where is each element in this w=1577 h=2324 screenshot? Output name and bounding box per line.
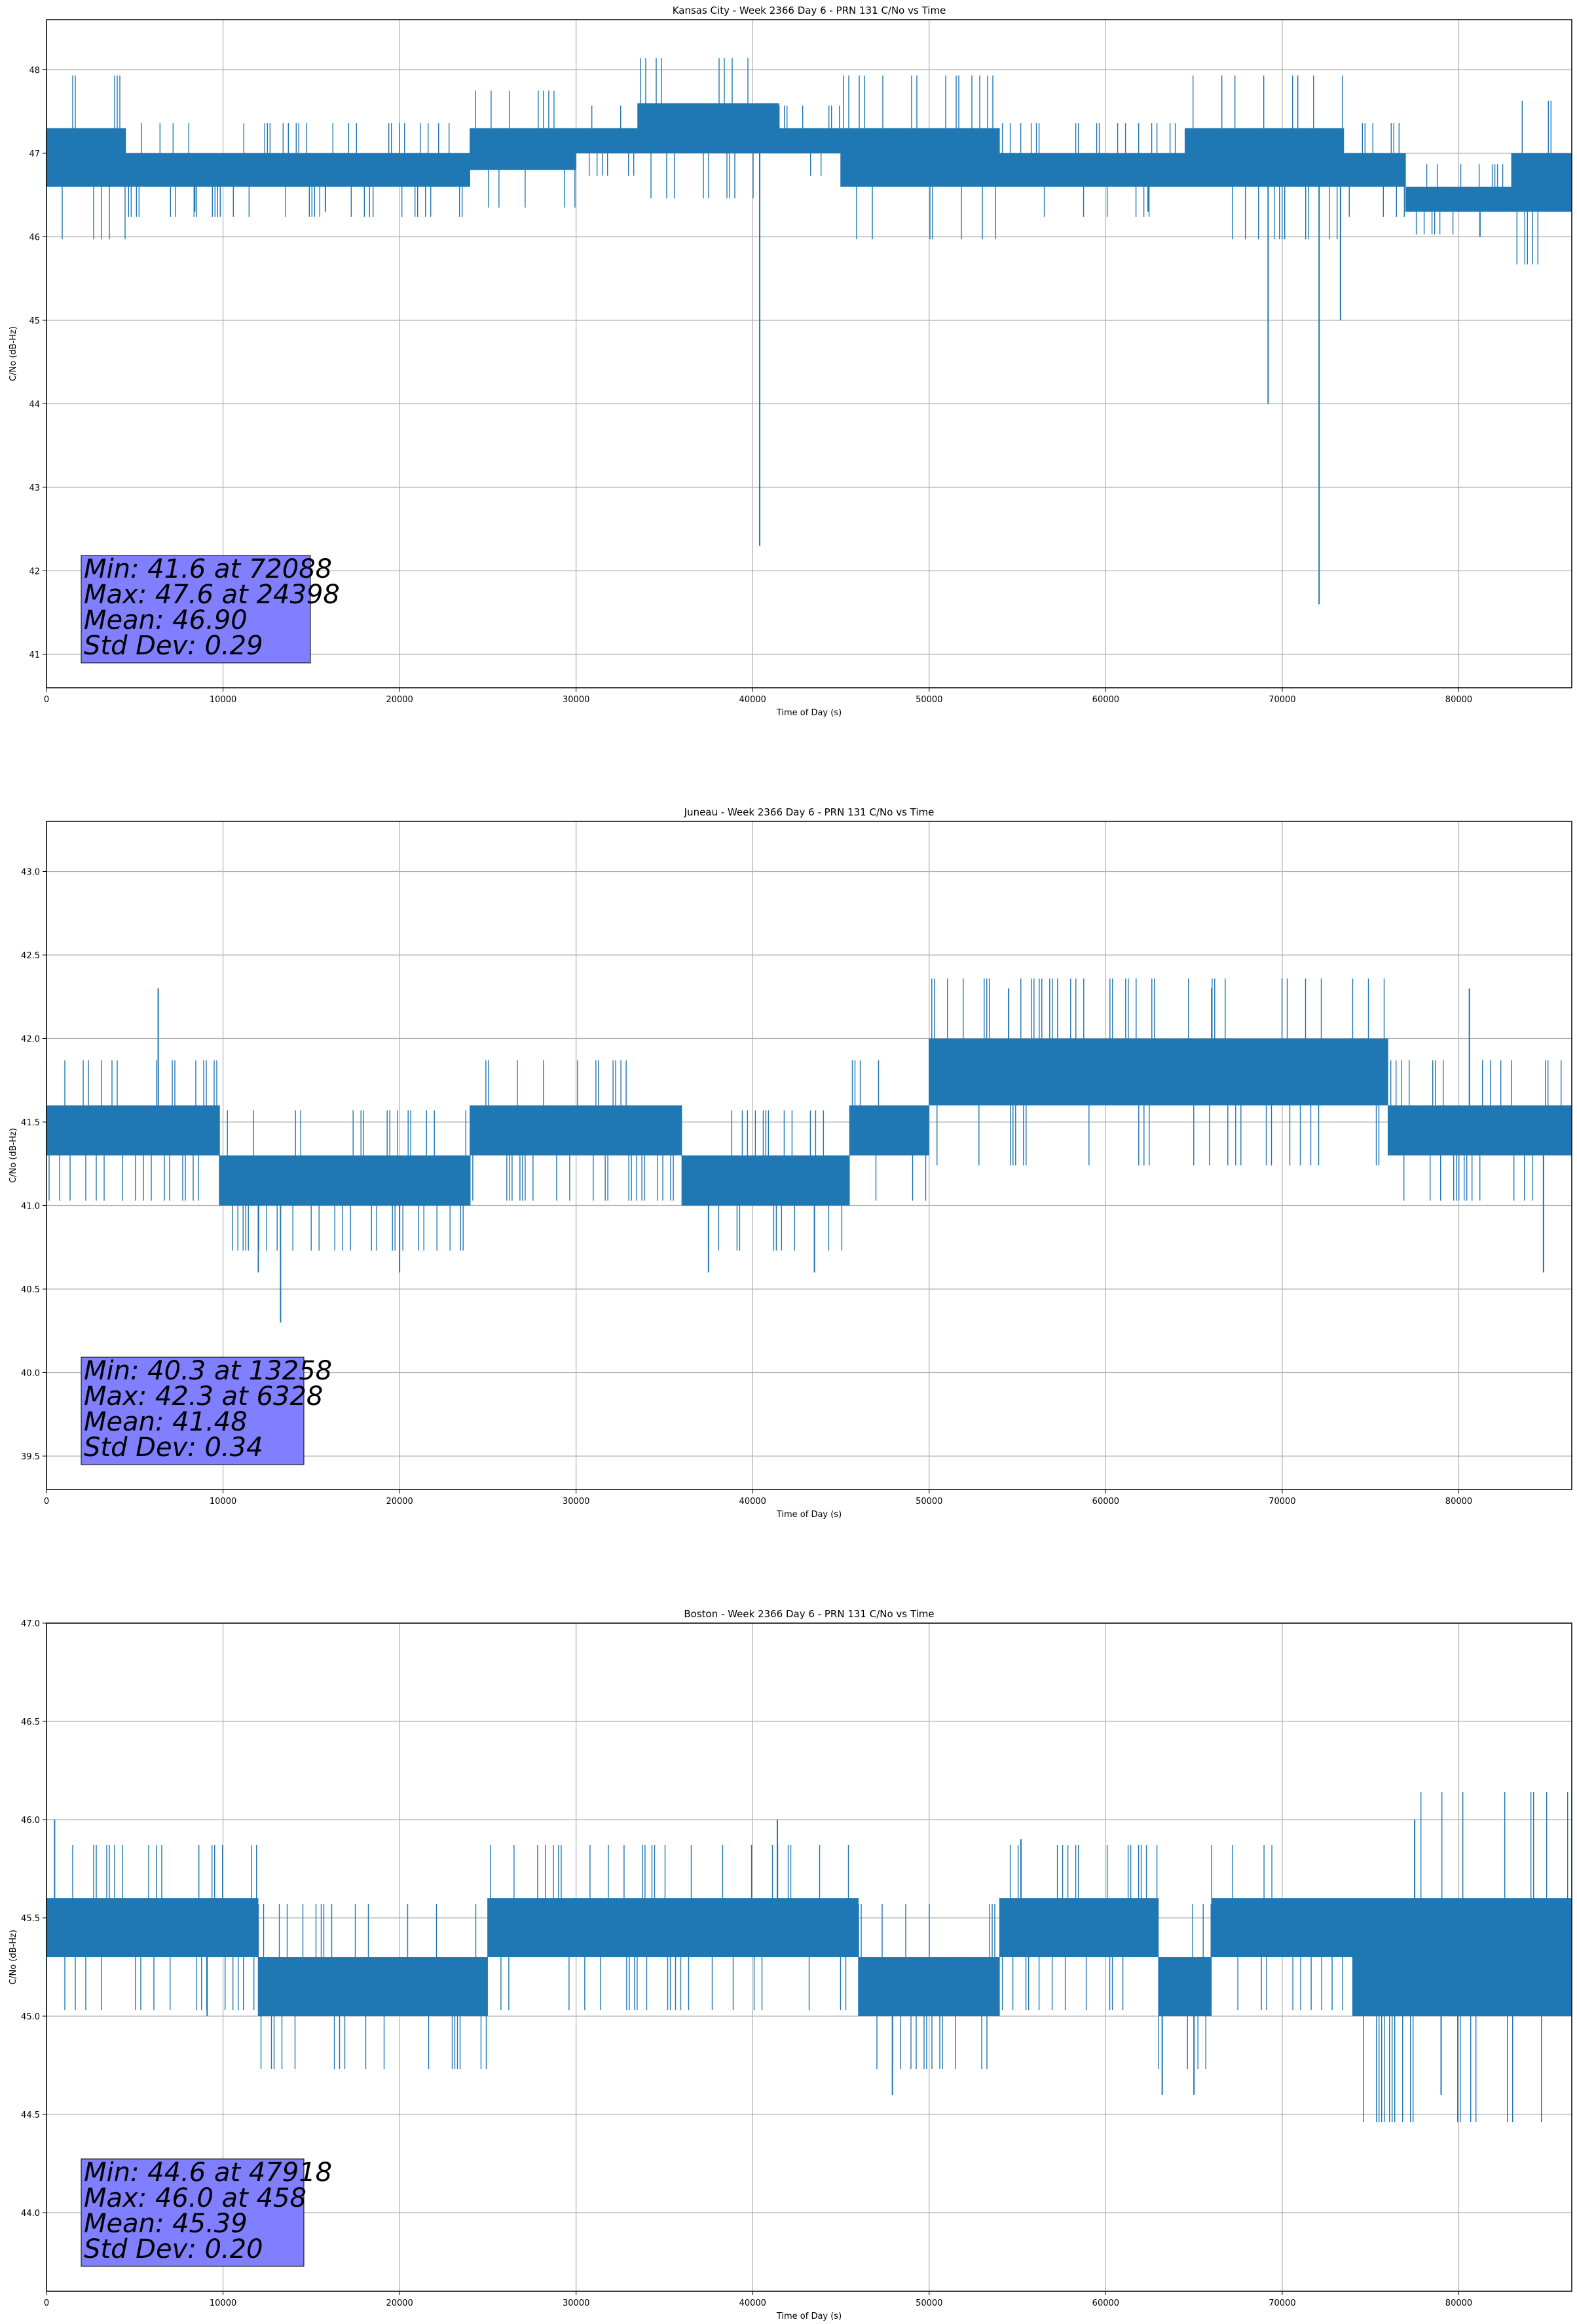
y-tick-label: 41.0 [21, 1202, 40, 1212]
y-tick-label: 41 [29, 650, 40, 660]
x-tick-label: 80000 [1445, 2298, 1472, 2308]
y-tick-label: 46.5 [21, 1717, 40, 1727]
y-axis-label: C/No (dB-Hz) [9, 1930, 18, 1985]
x-axis-label: Time of Day (s) [776, 2312, 842, 2321]
y-tick-label: 46 [29, 233, 40, 243]
y-tick-label: 40.0 [21, 1369, 40, 1379]
y-tick-label: 44.5 [21, 2110, 40, 2120]
x-tick-label: 80000 [1445, 1497, 1472, 1507]
chart-title: Kansas City - Week 2366 Day 6 - PRN 131 … [673, 5, 946, 16]
x-tick-label: 40000 [739, 2298, 766, 2308]
y-tick-label: 42.0 [21, 1035, 40, 1045]
x-tick-label: 30000 [563, 2298, 589, 2308]
axes-frame [46, 1622, 1572, 2292]
y-tick-label: 46.0 [21, 1816, 40, 1826]
x-tick-label: 40000 [739, 1497, 766, 1507]
x-tick-label: 10000 [210, 695, 236, 705]
stats-line: Mean: 46.90 [84, 605, 248, 635]
series-jitter [46, 978, 1562, 1251]
x-tick-label: 40000 [739, 695, 766, 705]
x-tick-label: 0 [44, 1497, 49, 1507]
stats-line: Std Dev: 0.34 [84, 1433, 263, 1463]
stats-line: Mean: 45.39 [84, 2209, 248, 2239]
x-tick-label: 70000 [1269, 1497, 1295, 1507]
x-axis-label: Time of Day (s) [776, 1510, 842, 1520]
axes-frame [46, 821, 1572, 1490]
stats-line: Min: 41.6 at 72088 [84, 554, 332, 584]
stats-line: Min: 44.6 at 47918 [84, 2158, 332, 2188]
x-tick-label: 50000 [916, 1497, 942, 1507]
x-tick-label: 60000 [1092, 2298, 1119, 2308]
y-tick-label: 44.0 [21, 2209, 40, 2219]
y-tick-label: 41.5 [21, 1118, 40, 1128]
chart-panel-2: 0 10000 20000 30000 40000 50000 60000 70000 8000… [9, 806, 1572, 1520]
y-tick-label: 45 [29, 316, 40, 326]
stats-line: Std Dev: 0.29 [84, 631, 263, 661]
stats-line: Max: 46.0 at 458 [84, 2183, 306, 2213]
y-tick-label: 43 [29, 483, 40, 493]
stats-line: Max: 42.3 at 6328 [84, 1381, 323, 1412]
x-tick-label: 80000 [1445, 695, 1472, 705]
x-tick-label: 30000 [563, 1497, 589, 1507]
stats-box [81, 2158, 305, 2267]
stats-box [81, 555, 311, 664]
x-tick-label: 0 [44, 2298, 49, 2308]
y-tick-label: 39.5 [21, 1452, 40, 1462]
chart-title: Boston - Week 2366 Day 6 - PRN 131 C/No … [684, 1608, 934, 1620]
chart-panel-1: 0 10000 20000 30000 40000 50000 60000 70000 8000… [9, 5, 1572, 718]
stats-line: Std Dev: 0.20 [84, 2234, 263, 2264]
y-axis-label: C/No (dB-Hz) [9, 1128, 18, 1183]
x-tick-label: 60000 [1092, 1497, 1119, 1507]
y-tick-label: 42 [29, 567, 40, 577]
y-tick-label: 47.0 [21, 1619, 40, 1629]
y-tick-label: 43.0 [21, 868, 40, 878]
x-tick-label: 20000 [386, 695, 413, 705]
x-tick-label: 20000 [386, 2298, 413, 2308]
x-tick-label: 50000 [916, 695, 942, 705]
series-line [46, 103, 1572, 212]
x-tick-label: 0 [44, 695, 49, 705]
x-axis-label: Time of Day (s) [776, 708, 842, 718]
x-tick-label: 70000 [1269, 695, 1295, 705]
x-tick-label: 60000 [1092, 695, 1119, 705]
y-axis-label: C/No (dB-Hz) [9, 326, 18, 381]
stats-line: Min: 40.3 at 13258 [84, 1356, 332, 1386]
x-tick-label: 30000 [563, 695, 589, 705]
y-tick-label: 45.5 [21, 1914, 40, 1924]
y-tick-label: 45.0 [21, 2012, 40, 2022]
y-tick-label: 48 [29, 66, 40, 76]
y-tick-label: 44 [29, 400, 40, 410]
chart-panel-3: 0 10000 20000 30000 40000 50000 60000 70000 8000… [9, 1608, 1572, 2321]
x-tick-label: 20000 [386, 1497, 413, 1507]
axes-frame [46, 19, 1572, 688]
stats-line: Max: 47.6 at 24398 [84, 580, 340, 610]
stats-line: Mean: 41.48 [84, 1407, 248, 1437]
stats-box [81, 1357, 305, 1465]
y-tick-label: 40.5 [21, 1285, 40, 1295]
x-tick-label: 50000 [916, 2298, 942, 2308]
y-tick-label: 42.5 [21, 951, 40, 961]
y-tick-label: 47 [29, 149, 40, 159]
chart-title: Juneau - Week 2366 Day 6 - PRN 131 C/No … [684, 806, 935, 818]
x-tick-label: 70000 [1269, 2298, 1295, 2308]
x-tick-label: 10000 [210, 1497, 236, 1507]
x-tick-label: 10000 [210, 2298, 236, 2308]
